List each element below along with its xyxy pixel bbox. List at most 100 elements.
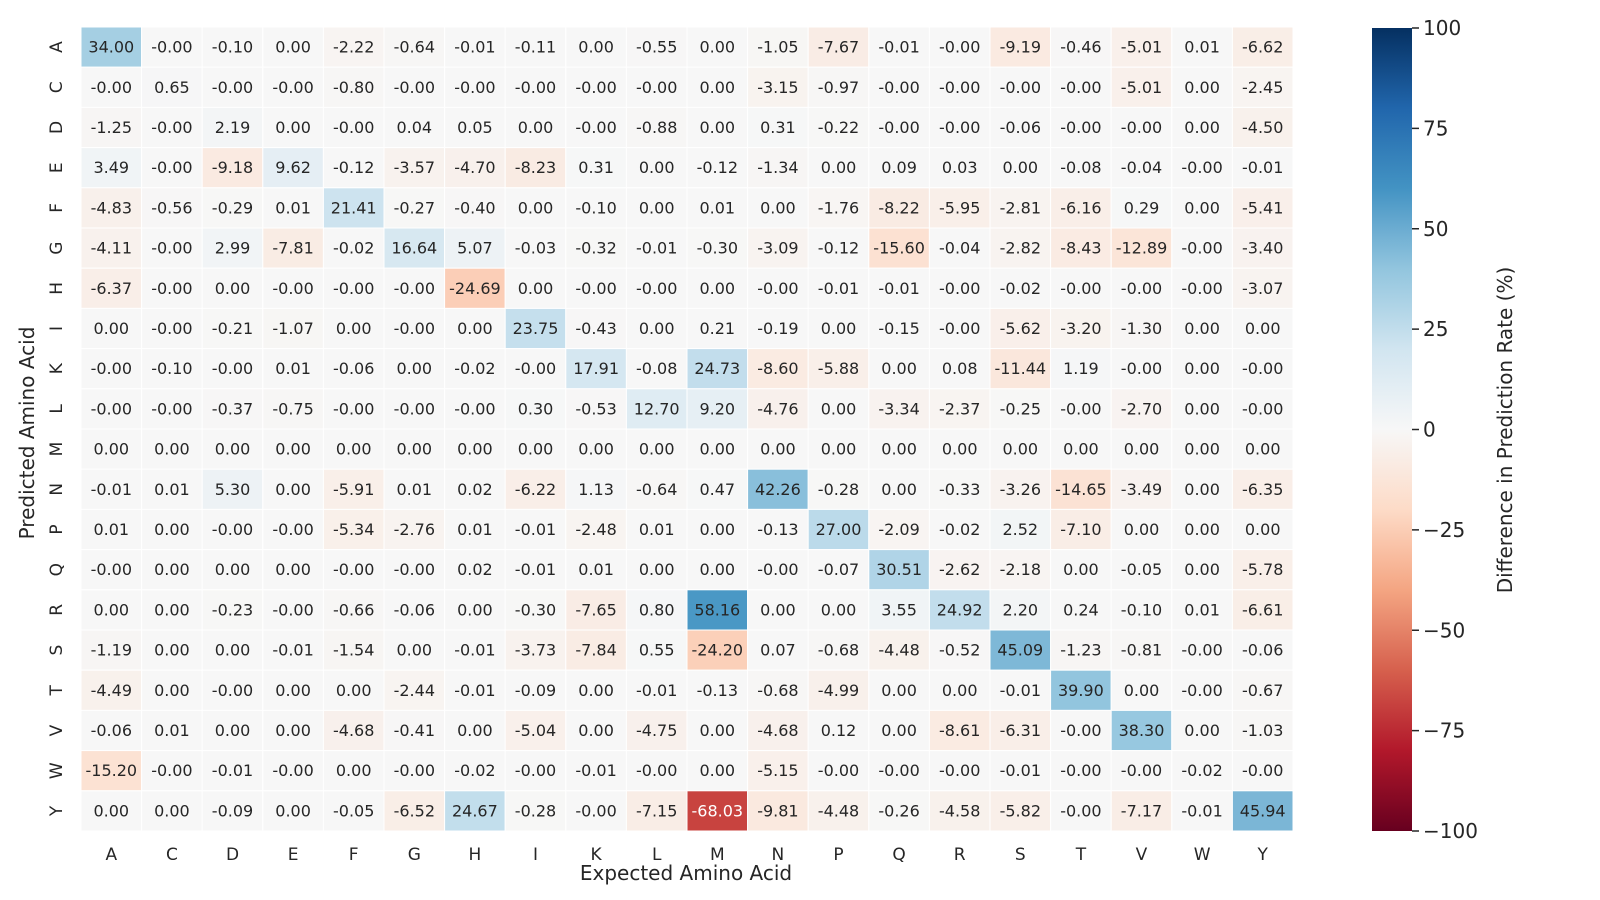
heatmap-cell-label: -24.20 (692, 641, 744, 660)
heatmap-cell (322, 227, 385, 269)
heatmap-cell-label: -1.07 (272, 319, 313, 338)
heatmap-cell-label: -0.00 (394, 399, 435, 418)
heatmap-cell (565, 468, 627, 510)
heatmap-cell-label: 12.70 (634, 399, 680, 418)
heatmap-cell-label: -0.00 (272, 761, 313, 780)
heatmap-cell (928, 227, 991, 269)
heatmap-cell-label: 0.03 (942, 158, 978, 177)
heatmap-cell-label: -0.02 (454, 359, 495, 378)
heatmap-cell-label: -0.00 (1181, 641, 1222, 660)
x-tick-label: S (1015, 845, 1026, 865)
heatmap-cell-label: -6.62 (1242, 38, 1283, 57)
x-tick-label: G (408, 845, 421, 865)
heatmap-cell-label: 0.00 (1184, 118, 1220, 137)
heatmap-cell-label: -2.09 (878, 520, 919, 539)
y-tick-label: F (47, 203, 67, 213)
heatmap-cell (201, 629, 264, 671)
heatmap-cell-label: 0.00 (396, 641, 432, 660)
heatmap-cell-label: -0.00 (575, 78, 616, 97)
heatmap-cell (747, 629, 809, 671)
heatmap-cell (444, 508, 506, 551)
y-axis-ticks: A C D E F G H I K L M N P Q R S T V W Y (47, 41, 67, 817)
heatmap-cell (807, 669, 870, 711)
heatmap-cell-label: 0.00 (1184, 319, 1220, 338)
heatmap-cell (141, 669, 203, 711)
heatmap-cell-label: -0.08 (1060, 158, 1101, 177)
heatmap-cell-label: -0.04 (939, 239, 980, 258)
heatmap-cell-label: 0.00 (639, 440, 675, 459)
heatmap-cell (989, 790, 1052, 832)
heatmap-cell-label: -3.07 (1242, 279, 1283, 298)
heatmap-cell (444, 428, 506, 470)
heatmap-cell-label: -0.00 (212, 78, 253, 97)
heatmap-cell-label: -0.22 (818, 118, 859, 137)
heatmap-cell-label: -4.68 (333, 721, 374, 740)
heatmap-cell (80, 187, 143, 229)
y-tick-label: W (47, 762, 67, 779)
heatmap-cell-label: -3.57 (394, 158, 435, 177)
heatmap-cell-label: 0.00 (1002, 440, 1038, 459)
heatmap-cell-label: -0.01 (454, 641, 495, 660)
heatmap-cell (928, 750, 991, 792)
y-tick-label: G (47, 242, 67, 255)
heatmap-cell-label: -0.64 (636, 480, 677, 499)
heatmap-cell-label: 0.00 (93, 600, 129, 619)
heatmap-cell-label: 1.13 (578, 480, 614, 499)
heatmap-cell-label: 2.20 (1002, 600, 1038, 619)
heatmap-cell-label: -0.88 (636, 118, 677, 137)
heatmap-cell (80, 549, 143, 591)
heatmap-cell-label: 0.00 (699, 721, 735, 740)
heatmap-cell (1110, 348, 1173, 390)
heatmap-cell-label: -0.00 (1181, 279, 1222, 298)
heatmap-cell-label: 0.00 (1184, 359, 1220, 378)
heatmap-cell (322, 549, 385, 591)
heatmap-cell-label: -7.10 (1060, 520, 1101, 539)
heatmap-cell-label: 3.55 (881, 600, 917, 619)
heatmap-cell-label: -8.23 (515, 158, 556, 177)
heatmap-cell-label: -68.03 (692, 801, 744, 820)
heatmap-cell-label: -0.26 (878, 801, 919, 820)
heatmap-cell (625, 147, 688, 189)
heatmap-cell-label: -5.01 (1121, 78, 1162, 97)
heatmap-cell-label: -4.99 (818, 681, 859, 700)
heatmap-cell-label: 0.00 (699, 440, 735, 459)
heatmap-cell (625, 227, 688, 269)
heatmap-cell-label: -0.00 (939, 118, 980, 137)
heatmap-cell-label: 30.51 (876, 560, 922, 579)
heatmap-cell-label: -0.00 (151, 38, 192, 57)
heatmap-cell (747, 147, 809, 189)
heatmap-cell (807, 227, 870, 269)
heatmap-cell-label: -1.30 (1121, 319, 1162, 338)
heatmap-cell (686, 589, 749, 631)
heatmap-cell-label: 0.08 (942, 359, 978, 378)
heatmap-cell-label: 0.00 (699, 560, 735, 579)
heatmap-cell (686, 508, 749, 551)
heatmap-cell-label: 0.00 (578, 440, 614, 459)
heatmap-cell-label: 0.80 (639, 600, 675, 619)
heatmap-cell-label: 0.00 (518, 440, 554, 459)
heatmap-cell-label: 0.00 (457, 721, 493, 740)
heatmap-cell (565, 549, 627, 591)
heatmap-cell-label: -2.22 (333, 38, 374, 57)
y-tick-label: M (47, 442, 67, 457)
y-tick-label: S (47, 645, 67, 656)
heatmap-cell (1110, 26, 1173, 68)
heatmap-cell (383, 147, 446, 189)
heatmap-cell-label: -0.00 (939, 38, 980, 57)
heatmap-cell-label: 0.00 (154, 600, 190, 619)
heatmap-cell (444, 106, 506, 149)
x-tick-label: L (652, 845, 662, 865)
heatmap-cell-label: -0.01 (878, 38, 919, 57)
heatmap-cell-label: -0.10 (1121, 600, 1162, 619)
heatmap-cell (504, 589, 567, 631)
heatmap-cell-label: 0.00 (1124, 440, 1160, 459)
heatmap-cell-label: -15.60 (873, 239, 925, 258)
heatmap-cell-label: -0.12 (818, 239, 859, 258)
heatmap-cell-label: -0.00 (1060, 801, 1101, 820)
heatmap-cell (1050, 388, 1112, 430)
heatmap-cell-label: 38.30 (1119, 721, 1165, 740)
heatmap-cell-label: -3.49 (1121, 480, 1162, 499)
heatmap-cell-label: -0.32 (575, 239, 616, 258)
